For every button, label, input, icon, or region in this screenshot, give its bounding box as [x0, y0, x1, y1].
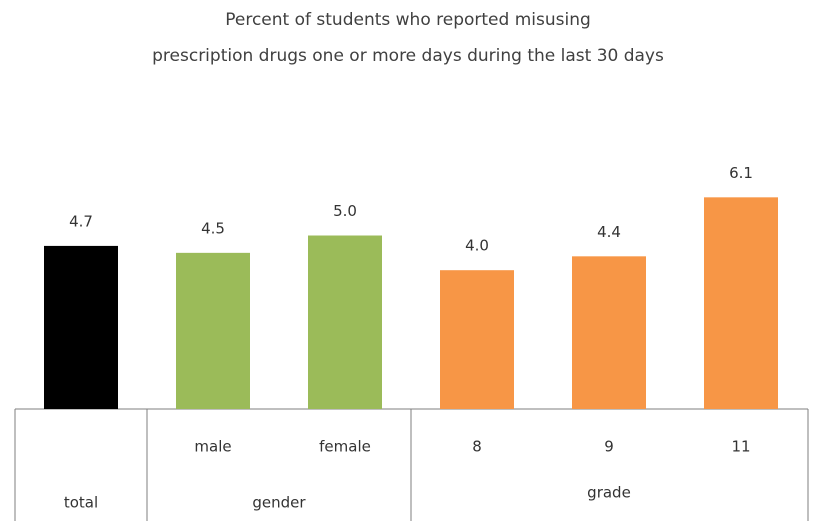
- value-label: 4.7: [69, 212, 93, 230]
- value-label: 4.4: [597, 223, 621, 241]
- group-label: gender: [252, 494, 306, 512]
- value-label: 4.5: [201, 219, 225, 237]
- x-tick-label: 9: [604, 438, 614, 456]
- group-label: grade: [587, 484, 631, 502]
- chart-title: prescription drugs one or more days duri…: [152, 46, 664, 66]
- chart-title: Percent of students who reported misusin…: [225, 10, 591, 30]
- bar: [308, 235, 382, 409]
- x-tick-label: 8: [472, 438, 482, 456]
- bar: [440, 270, 514, 409]
- bar: [176, 252, 250, 409]
- value-label: 6.1: [729, 164, 753, 182]
- x-tick-label: 11: [731, 438, 750, 456]
- x-tick-label: male: [194, 438, 231, 456]
- bar: [44, 245, 118, 409]
- group-label: total: [64, 494, 98, 512]
- value-label: 4.0: [465, 237, 489, 255]
- bar: [704, 197, 778, 409]
- bar: [572, 256, 646, 409]
- x-tick-label: female: [319, 438, 371, 456]
- value-label: 5.0: [333, 202, 357, 220]
